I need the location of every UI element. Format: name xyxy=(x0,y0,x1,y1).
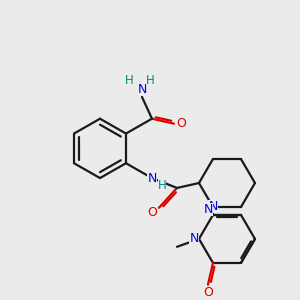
Text: H: H xyxy=(146,74,154,87)
Text: N: N xyxy=(203,203,213,217)
Text: O: O xyxy=(147,206,157,219)
Text: N: N xyxy=(208,200,218,214)
Text: O: O xyxy=(203,286,213,299)
Text: N: N xyxy=(137,82,147,95)
Text: O: O xyxy=(176,117,186,130)
Text: H: H xyxy=(124,74,134,87)
Text: N: N xyxy=(147,172,157,184)
Text: N: N xyxy=(189,232,199,245)
Text: H: H xyxy=(158,179,166,193)
